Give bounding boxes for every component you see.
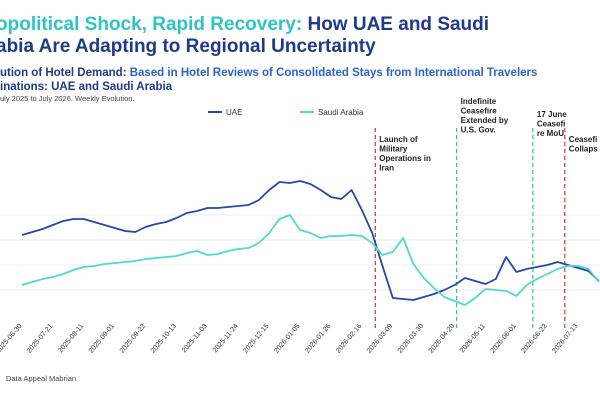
series-line — [21, 180, 600, 301]
x-tick-label: 2025-07-21 — [26, 323, 54, 355]
x-tick-label: 2026-01-26 — [304, 323, 332, 355]
legend-label: UAE — [226, 108, 242, 117]
grid — [0, 214, 600, 291]
event-label: 17 June Ceasefi re MoU — [537, 110, 567, 138]
x-tick-label: 2026-01-05 — [273, 323, 301, 355]
source: Data Appeal Mabrian — [6, 374, 76, 383]
event-label: Launch of Military Operations in Iran — [379, 135, 431, 173]
subtitle-rest: Based in Hotel Reviews of Consolidated S… — [127, 67, 538, 79]
legend-label: Saudi Arabia — [318, 108, 364, 117]
event-label-line: U.S. Gov. — [461, 126, 496, 135]
subtitle-lead: ution of Hotel Demand: — [0, 67, 127, 79]
x-tick-label: 2026-05-11 — [459, 323, 487, 355]
x-tick-label: 2026-02-16 — [335, 323, 363, 355]
x-tick-label: 2026-06-01 — [490, 323, 518, 355]
event-label-line: 17 June — [537, 110, 567, 119]
x-tick-label: 2025-09-01 — [88, 323, 116, 355]
title-highlight: opolitical Shock, Rapid Recovery: — [0, 14, 302, 35]
x-tick-label: 2026-06-22 — [520, 323, 548, 355]
x-tick-label: 2026-03-09 — [366, 323, 394, 355]
event-label-line: Ceasefire — [461, 107, 498, 116]
x-tick-label: 2026-04-20 — [428, 323, 456, 355]
event-label: Indefinite Ceasefire Extended by U.S. Gov. — [461, 97, 509, 135]
chart-title: opolitical Shock, Rapid Recovery: How UA… — [0, 14, 489, 35]
x-tick-label: 2025-06-30 — [0, 323, 24, 355]
event-label-line: re MoU — [537, 129, 564, 138]
x-tick-label: 2025-08-11 — [57, 323, 85, 355]
event-label-line: Iran — [379, 164, 394, 173]
event-label-line: Military — [379, 145, 408, 154]
x-tick-label: 2026-03-30 — [397, 323, 425, 355]
event-label-line: Collaps — [569, 145, 598, 154]
event-label-line: Extended by — [461, 116, 509, 125]
event-label: Ceasefi Collaps — [569, 135, 598, 154]
x-tick-label: 2025-10-13 — [150, 323, 178, 355]
destinations: inations: UAE and Saudi Arabia — [0, 81, 173, 93]
x-tick-label: 2026-07-13 — [551, 323, 579, 355]
period: uly 2025 to July 2026. Weekly Evolution. — [0, 94, 135, 103]
event-label-line: Operations in — [379, 154, 431, 163]
title-rest: How UAE and Saudi — [302, 14, 489, 35]
plot: 2025-06-30 2025-07-21 2025-08-11 2025-09-01… — [0, 97, 600, 355]
event-label-line: Indefinite — [461, 97, 497, 106]
x-tick-label: 2025-12-15 — [242, 323, 270, 355]
x-tick-label: 2025-09-22 — [119, 323, 147, 355]
chart-title-line2: abia Are Adapting to Regional Uncertaint… — [0, 36, 376, 57]
event-label-line: Launch of — [379, 135, 418, 144]
event-label-line: Ceasefi — [569, 135, 597, 144]
event-label-line: Ceasefi — [537, 120, 565, 129]
series-line — [21, 214, 600, 306]
subtitle: ution of Hotel Demand: Based in Hotel Re… — [0, 67, 537, 79]
x-tick-label: 2025-11-03 — [181, 323, 209, 355]
x-tick-label: 2025-11-24 — [212, 323, 240, 355]
